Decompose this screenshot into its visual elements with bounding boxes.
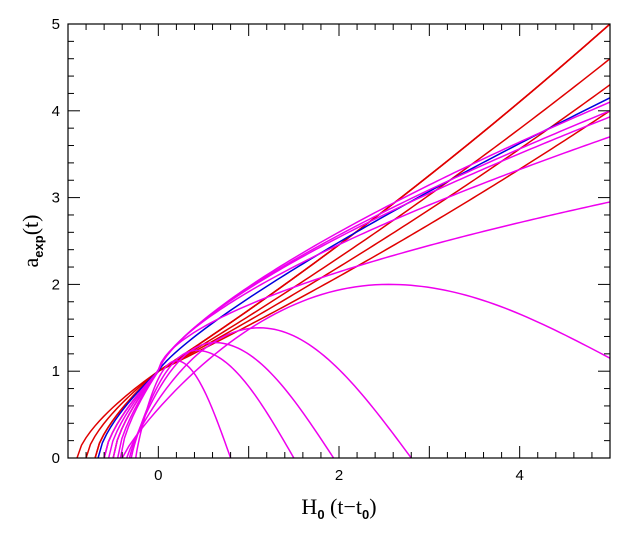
curves-group (76, 24, 610, 458)
y-tick-label: 3 (52, 190, 60, 207)
x-axis-title-main: H (301, 494, 317, 519)
y-axis-title-main: a (18, 257, 43, 267)
series-line-red (112, 110, 610, 458)
series-line-magenta (128, 341, 335, 458)
y-tick-label: 0 (52, 450, 60, 467)
x-tick-label: 0 (154, 467, 162, 484)
y-tick-label: 5 (52, 16, 60, 33)
x-axis-title-sub2: 0 (362, 507, 369, 522)
series-line-magenta (130, 349, 295, 458)
series-line-red (94, 58, 610, 458)
x-tick-label: 2 (335, 467, 343, 484)
ticks-group (67, 23, 611, 459)
y-axis-title-sub: exp (31, 235, 46, 257)
x-axis-title-mid: (t−t (325, 494, 362, 519)
series-line-magenta (119, 201, 610, 458)
series-line-red (103, 84, 610, 458)
tick-labels-group: 0 2 4 0 1 2 3 4 5 (52, 16, 524, 484)
series-line-magenta (121, 283, 610, 458)
x-axis-title-sub: 0 (317, 507, 324, 522)
x-axis-title-end: ) (369, 494, 376, 519)
series-line-magenta (116, 136, 610, 458)
series-line-magenta (112, 116, 610, 458)
y-tick-label: 4 (52, 103, 60, 120)
y-axis-title-end: (t) (18, 215, 43, 236)
y-tick-label: 1 (52, 363, 60, 380)
x-axis-title: H0 (t−t0) (301, 494, 376, 522)
series-line-magenta (103, 101, 610, 458)
series-line-blue (97, 97, 610, 458)
y-axis-title: aexp(t) (18, 215, 46, 268)
plot-frame (67, 23, 611, 459)
series-line-magenta (135, 360, 232, 458)
y-tick-label: 2 (52, 276, 60, 293)
series-line-magenta (107, 110, 610, 458)
series-line-magenta (126, 327, 412, 458)
x-tick-label: 4 (515, 467, 523, 484)
